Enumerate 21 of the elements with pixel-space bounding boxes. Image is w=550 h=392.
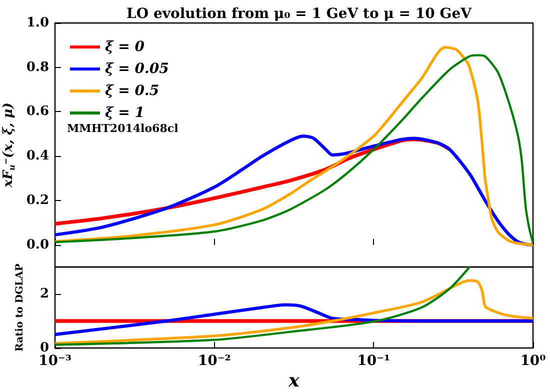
annotation: MMHT2014lo68cl <box>67 122 178 135</box>
legend-label: ξ = 0.05 <box>105 61 169 77</box>
x-tick-label: 10⁻¹ <box>357 353 390 369</box>
legend-label: ξ = 0 <box>105 39 145 55</box>
y-tick-label: 0.4 <box>26 148 49 164</box>
legend-label: ξ = 1 <box>105 105 145 121</box>
y-tick-label: 0.2 <box>26 192 49 208</box>
y-tick-label: 0.8 <box>26 60 49 75</box>
y-tick-label: 0.6 <box>26 104 49 120</box>
x-tick-label: 10⁻² <box>198 353 231 369</box>
chart-title: LO evolution from μ₀ = 1 GeV to μ = 10 GeV <box>126 6 473 22</box>
y-axis-title: Ratio to DGLAP <box>14 263 26 352</box>
y-tick-label: 2 <box>40 286 49 302</box>
y-tick-label: 0 <box>40 340 49 356</box>
y-tick-label: 1.0 <box>26 16 49 30</box>
x-tick-label: 10⁻³ <box>38 353 72 369</box>
y-tick-label: 0.0 <box>26 237 49 252</box>
legend-label: ξ = 0.5 <box>105 83 160 99</box>
x-tick-label: 10⁰ <box>520 353 546 369</box>
x-axis-title: x <box>288 370 300 392</box>
y-axis-title: xFu−(x, ξ, μ) <box>0 102 16 188</box>
